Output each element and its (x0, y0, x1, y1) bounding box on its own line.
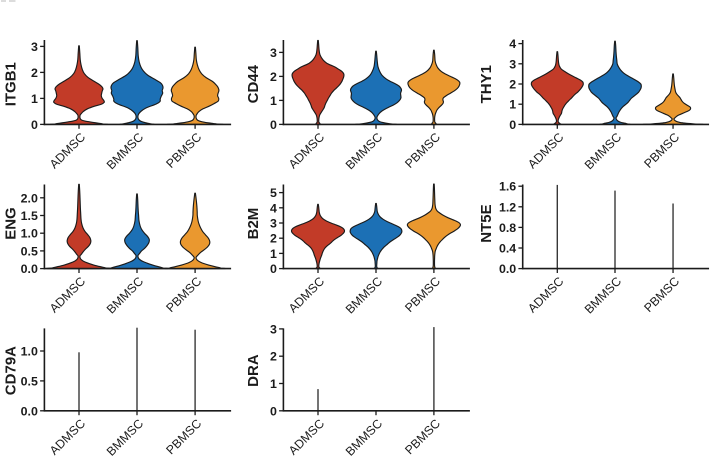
svg-text:3: 3 (31, 40, 38, 54)
svg-text:CD44: CD44 (245, 64, 262, 103)
svg-text:THY1: THY1 (478, 65, 495, 103)
svg-text:3: 3 (270, 217, 277, 231)
svg-text:CD79A: CD79A (3, 346, 20, 395)
svg-text:1: 1 (270, 94, 277, 108)
svg-text:2: 2 (270, 232, 277, 246)
svg-text:B2M: B2M (245, 208, 262, 240)
svg-text:DRA: DRA (245, 354, 262, 387)
svg-text:0.5: 0.5 (21, 244, 38, 258)
svg-text:2: 2 (31, 66, 38, 80)
svg-text:1.5: 1.5 (21, 209, 38, 223)
svg-text:2: 2 (270, 70, 277, 84)
svg-text:1: 1 (270, 247, 277, 261)
svg-text:5: 5 (270, 186, 277, 200)
svg-text:0.0: 0.0 (21, 404, 38, 418)
svg-text:3: 3 (509, 57, 516, 71)
svg-text:4: 4 (270, 201, 277, 215)
svg-text:0.0: 0.0 (21, 262, 38, 276)
svg-text:1.0: 1.0 (21, 227, 38, 241)
svg-text:4: 4 (509, 37, 516, 51)
svg-text:1.6: 1.6 (499, 180, 516, 194)
svg-text:0.8: 0.8 (499, 221, 516, 235)
svg-text:ITGB1: ITGB1 (3, 62, 20, 106)
svg-text:0.4: 0.4 (499, 242, 516, 256)
svg-text:2: 2 (509, 78, 516, 92)
svg-text:2.0: 2.0 (21, 191, 38, 205)
svg-text:1.0: 1.0 (21, 345, 38, 359)
svg-text:2: 2 (270, 350, 277, 364)
svg-text:1: 1 (270, 377, 277, 391)
svg-text:0: 0 (270, 262, 277, 276)
svg-text:0: 0 (509, 118, 516, 132)
svg-text:3: 3 (270, 322, 277, 336)
svg-text:0.5: 0.5 (21, 374, 38, 388)
svg-text:1: 1 (31, 92, 38, 106)
svg-text:0.0: 0.0 (499, 262, 516, 276)
svg-text:0: 0 (270, 118, 277, 132)
svg-text:ENG: ENG (3, 207, 20, 240)
svg-text:1: 1 (509, 98, 516, 112)
svg-text:1.2: 1.2 (499, 200, 516, 214)
svg-text:0: 0 (270, 404, 277, 418)
svg-text:0: 0 (31, 118, 38, 132)
svg-text:3: 3 (270, 46, 277, 60)
svg-text:NT5E: NT5E (478, 204, 495, 242)
